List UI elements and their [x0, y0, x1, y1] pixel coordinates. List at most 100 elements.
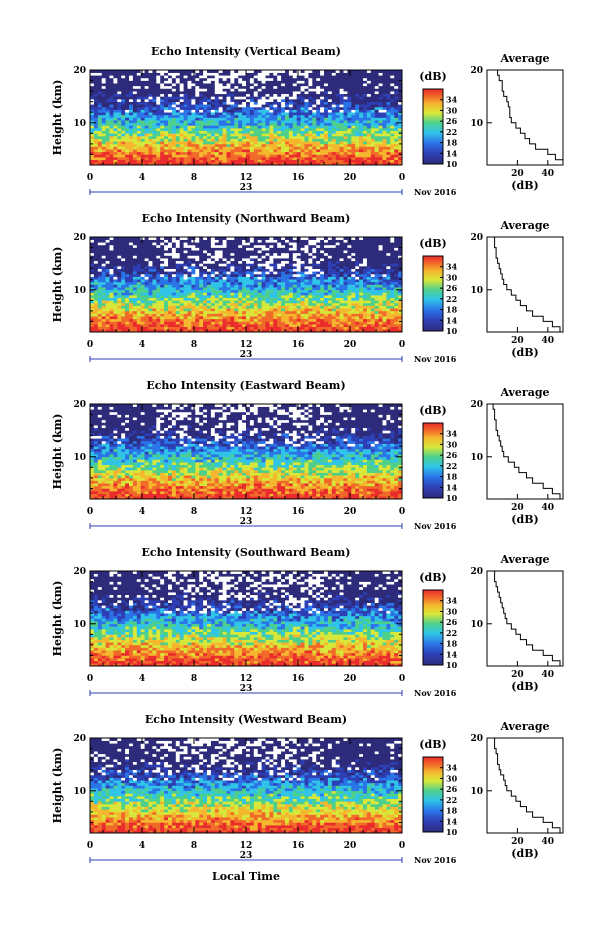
heatmap-cell [156, 308, 160, 311]
heatmap-cell [262, 157, 266, 160]
x-tick-label: 0 [87, 173, 93, 183]
heatmap-cell [379, 282, 383, 285]
heatmap-cell [285, 94, 289, 97]
heatmap-cell [277, 303, 281, 306]
heatmap-cell [281, 115, 285, 118]
heatmap-cell [211, 144, 215, 147]
heatmap-cell [355, 316, 359, 319]
heatmap-cell [188, 83, 192, 86]
heatmap-cell [351, 271, 355, 274]
heatmap-cell [312, 157, 316, 160]
heatmap-cell [145, 306, 149, 309]
heatmap-cell [379, 287, 383, 290]
heatmap-cell [383, 112, 387, 115]
heatmap-cell [258, 83, 262, 86]
heatmap-cell [152, 285, 156, 288]
heatmap-cell [102, 147, 106, 150]
heatmap-cell [110, 295, 114, 298]
heatmap-cell [137, 131, 141, 134]
heatmap-cell [367, 271, 371, 274]
heatmap-cell [145, 139, 149, 142]
heatmap-cell [98, 123, 102, 126]
heatmap-cell [386, 300, 390, 303]
heatmap-cell [351, 75, 355, 78]
heatmap-cell [168, 271, 172, 274]
heatmap-cell [289, 271, 293, 274]
heatmap-cell [285, 99, 289, 102]
heatmap-cell [383, 83, 387, 86]
heatmap-cell [289, 118, 293, 121]
heatmap-cell [316, 292, 320, 295]
heatmap-cell [324, 314, 328, 317]
panel-title: Echo Intensity (Vertical Beam) [151, 45, 341, 58]
heatmap-cell [328, 271, 332, 274]
heatmap-cell [242, 285, 246, 288]
heatmap-cell [207, 308, 211, 311]
heatmap-cell [227, 311, 231, 314]
heatmap-cell [113, 139, 117, 142]
heatmap-cell [219, 123, 223, 126]
heatmap-cell [188, 266, 192, 269]
heatmap-cell [383, 102, 387, 105]
heatmap-cell [242, 298, 246, 301]
heatmap-cell [121, 306, 125, 309]
heatmap-cell [98, 311, 102, 314]
heatmap-cell [152, 154, 156, 157]
heatmap-cell [94, 314, 98, 317]
heatmap-cell [383, 91, 387, 94]
heatmap-cell [199, 125, 203, 128]
heatmap-cell [344, 141, 348, 144]
heatmap-cell [363, 287, 367, 290]
heatmap-cell [98, 300, 102, 303]
heatmap-cell [129, 128, 133, 131]
heatmap-cell [359, 321, 363, 324]
heatmap-cell [207, 324, 211, 327]
heatmap-cell [351, 279, 355, 282]
heatmap-cell [383, 327, 387, 330]
heatmap-cell [262, 292, 266, 295]
heatmap-cell [117, 290, 121, 293]
heatmap-cell [258, 147, 262, 150]
heatmap-cell [308, 285, 312, 288]
heatmap-cell [90, 125, 94, 128]
heatmap-cell [102, 88, 106, 91]
heatmap-cell [141, 104, 145, 107]
heatmap-cell [355, 104, 359, 107]
heatmap-cell [316, 287, 320, 290]
heatmap-cell [98, 96, 102, 99]
heatmap-cell [277, 274, 281, 277]
heatmap-cell [184, 269, 188, 272]
heatmap-cell [203, 133, 207, 136]
heatmap-cell [168, 81, 172, 84]
heatmap-cell [336, 81, 340, 84]
heatmap-cell [211, 303, 215, 306]
heatmap-cell [363, 112, 367, 115]
heatmap-cell [266, 327, 270, 330]
heatmap-cell [195, 123, 199, 126]
heatmap-cell [110, 83, 114, 86]
heatmap-cell [176, 73, 180, 76]
heatmap-cell [199, 287, 203, 290]
heatmap-cell [121, 115, 125, 118]
heatmap-cell [320, 104, 324, 107]
heatmap-cell [308, 81, 312, 84]
heatmap-cell [363, 311, 367, 314]
heatmap-cell [390, 308, 394, 311]
heatmap-cell [102, 271, 106, 274]
heatmap-cell [359, 88, 363, 91]
heatmap-cell [355, 91, 359, 94]
heatmap-cell [195, 285, 199, 288]
heatmap-cell [106, 308, 110, 311]
heatmap-cell [347, 282, 351, 285]
heatmap-cell [332, 96, 336, 99]
heatmap-cell [164, 83, 168, 86]
heatmap-cell [219, 295, 223, 298]
heatmap-cell [106, 154, 110, 157]
heatmap-cell [172, 154, 176, 157]
heatmap-cell [156, 324, 160, 327]
heatmap-cell [156, 277, 160, 280]
colorbar-tick-label: 34 [446, 95, 458, 105]
heatmap-cell [340, 269, 344, 272]
heatmap-cell [379, 125, 383, 128]
heatmap-cell [246, 282, 250, 285]
